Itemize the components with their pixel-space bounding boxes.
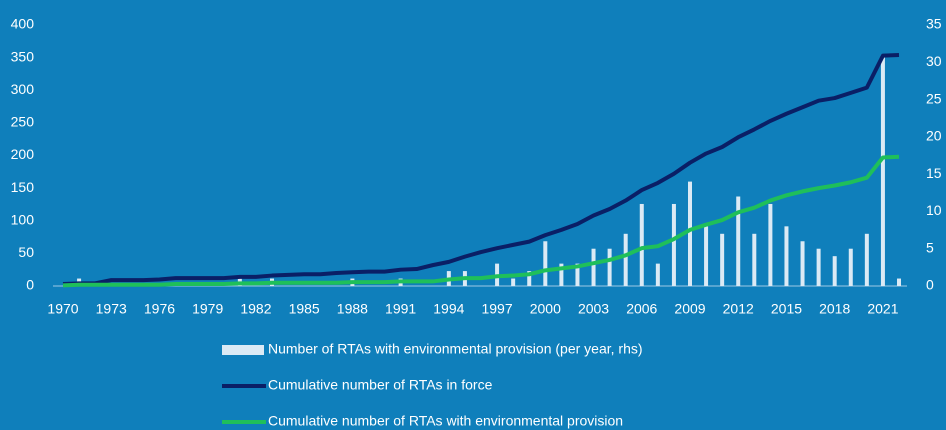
y2-tick-label: 20: [926, 128, 942, 144]
x-tick-label: 1976: [144, 301, 175, 317]
x-tick-label: 2021: [867, 301, 898, 317]
bar: [688, 181, 692, 286]
x-tick-label: 2015: [771, 301, 802, 317]
bar: [639, 203, 644, 286]
x-tick-label: 1985: [289, 301, 320, 317]
x-tick-label: 1982: [240, 301, 271, 317]
y2-tick-label: 5: [926, 239, 934, 255]
y-tick-label: 150: [11, 179, 35, 195]
x-tick-label: 2000: [530, 301, 561, 317]
y2-tick-label: 35: [926, 16, 942, 32]
y-tick-label: 50: [18, 244, 34, 260]
x-tick-label: 2009: [674, 301, 705, 317]
x-tick-label: 2006: [626, 301, 657, 317]
bar: [784, 226, 789, 286]
line-series: [62, 53, 900, 287]
bar: [768, 203, 773, 286]
bar: [527, 271, 532, 286]
bar: [575, 263, 580, 286]
y-tick-label: 350: [11, 48, 35, 64]
bar: [752, 233, 757, 286]
x-tick-label: 1970: [47, 301, 78, 317]
bar: [848, 248, 853, 286]
x-tick-label: 1994: [433, 301, 464, 317]
x-tick-label: 2018: [819, 301, 850, 317]
y-tick-label: 200: [11, 146, 35, 162]
bar: [607, 248, 612, 286]
bar: [897, 278, 901, 286]
y2-tick-label: 10: [926, 202, 942, 218]
x-tick-label: 1991: [385, 301, 416, 317]
y-tick-label: 300: [11, 81, 35, 97]
bar: [704, 226, 709, 286]
legend-swatch: [222, 345, 264, 355]
bar: [559, 263, 564, 286]
bar: [623, 233, 628, 286]
bar: [671, 203, 676, 286]
bar: [543, 241, 548, 286]
y-tick-label: 250: [11, 114, 35, 130]
bar: [864, 233, 869, 286]
y-tick-label: 100: [11, 211, 35, 227]
legend-label: Number of RTAs with environmental provis…: [268, 341, 643, 357]
line-series: [62, 154, 900, 288]
y2-tick-label: 30: [926, 53, 942, 69]
bar: [816, 248, 821, 286]
y-tick-label: 0: [26, 277, 34, 293]
bar: [511, 278, 516, 286]
x-tick-label: 2012: [723, 301, 754, 317]
x-tick-label: 1973: [96, 301, 127, 317]
x-tick-label: 2003: [578, 301, 609, 317]
bar: [736, 196, 741, 286]
bar: [591, 248, 596, 286]
y2-tick-label: 15: [926, 165, 942, 181]
legend-label: Cumulative number of RTAs in force: [268, 377, 493, 393]
y2-tick-label: 25: [926, 90, 942, 106]
bar: [832, 256, 837, 286]
y-tick-label: 400: [11, 16, 35, 32]
y2-tick-label: 0: [926, 277, 934, 293]
x-tick-label: 1997: [481, 301, 512, 317]
bar: [880, 54, 885, 287]
bar: [720, 233, 725, 286]
legend-label: Cumulative number of RTAs with environme…: [268, 413, 623, 429]
x-tick-label: 1988: [337, 301, 368, 317]
bar: [800, 241, 805, 286]
bar: [655, 263, 660, 286]
x-tick-label: 1979: [192, 301, 223, 317]
